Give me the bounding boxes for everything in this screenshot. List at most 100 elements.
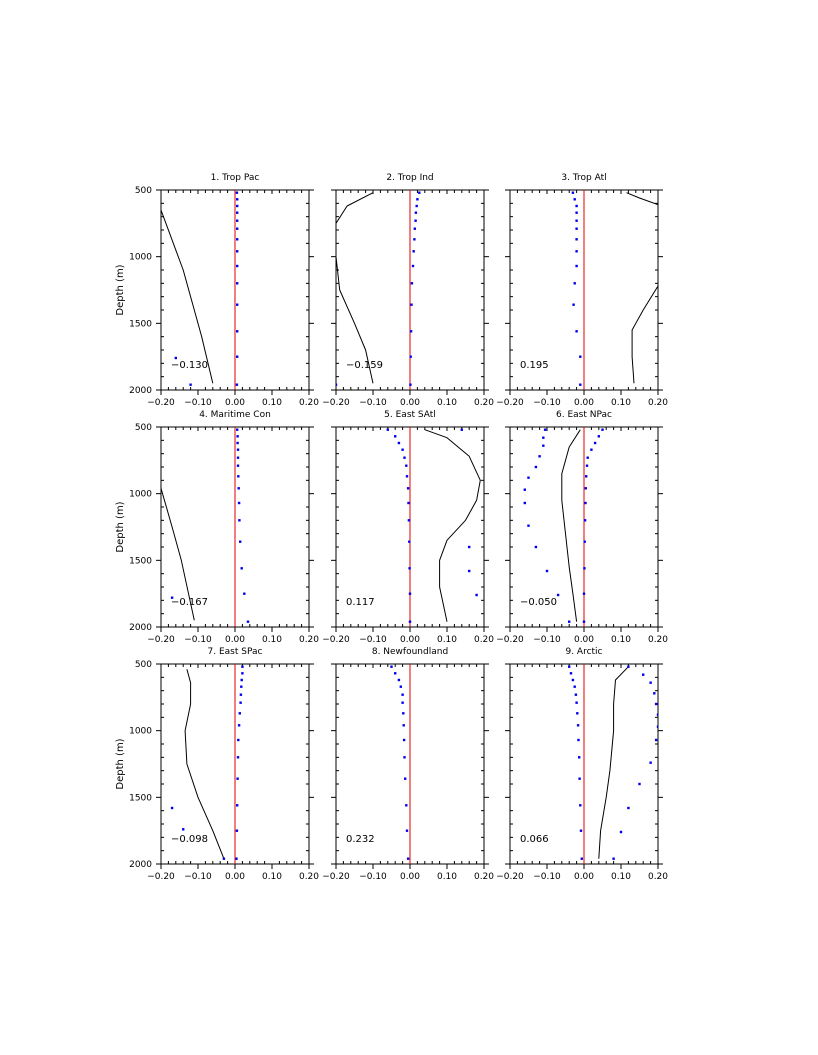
plot-area	[170, 664, 244, 864]
data-point	[237, 724, 241, 727]
data-point	[578, 756, 581, 759]
panel-4: 4. Maritime Con −0.20 −0.10 0.00 0.10 0.20 500…	[115, 410, 319, 645]
data-point	[246, 620, 250, 623]
panel-1: 1. Trop Pac −0.20 −0.10 0.00 0.10 0.20 500 1000…	[115, 173, 319, 408]
data-point	[170, 596, 174, 599]
data-point	[585, 475, 588, 478]
data-point	[571, 191, 575, 194]
data-point	[571, 678, 575, 682]
plot-area	[523, 427, 604, 627]
data-point	[414, 211, 418, 214]
data-point	[240, 567, 243, 570]
plot-area	[161, 427, 250, 627]
panel-2: 2. Trop Ind −0.20 −0.10 0.00 0.10 0.20 −0.159	[322, 173, 494, 408]
profile-line	[161, 209, 214, 384]
data-point	[243, 592, 246, 595]
profile-line	[598, 666, 629, 859]
data-point	[237, 501, 241, 505]
data-point	[577, 738, 580, 742]
y-tick-label: 500	[135, 660, 152, 670]
data-point	[236, 804, 239, 807]
panel-title: 1. Trop Pac	[211, 173, 260, 183]
data-point	[405, 829, 409, 832]
x-tick-label: −0.10	[533, 872, 561, 882]
x-tick-label: 0.00	[225, 635, 245, 645]
data-point	[236, 435, 239, 438]
x-tick-label: −0.20	[322, 398, 350, 408]
data-point	[575, 250, 578, 253]
data-point	[575, 227, 578, 230]
data-point	[240, 678, 243, 682]
data-point	[575, 219, 578, 222]
data-point	[580, 857, 583, 860]
panel-title: 2. Trop Ind	[386, 173, 433, 183]
panel-8: 8. Newfoundland −0.20 −0.10 0.00 0.10 0.20 0.2…	[322, 647, 494, 882]
x-tick-label: −0.20	[322, 872, 350, 882]
x-tick-label: 0.00	[225, 398, 245, 408]
x-tick-label: −0.10	[184, 872, 212, 882]
panel-title: 9. Arctic	[565, 647, 602, 657]
panel-title: 6. East NPac	[556, 410, 612, 420]
x-tick-label: 0.20	[474, 872, 494, 882]
correlation-label: 0.232	[346, 834, 375, 845]
data-point	[542, 444, 545, 447]
data-point	[236, 282, 239, 285]
data-point	[236, 264, 239, 268]
data-point	[527, 476, 530, 479]
data-point	[579, 355, 582, 358]
correlation-label: 0.117	[346, 597, 375, 608]
y-tick-label: 2000	[129, 623, 152, 633]
panel-9: 9. Arctic −0.20 −0.10 0.00 0.10 0.20 0.066	[496, 647, 668, 882]
data-point	[241, 672, 244, 675]
x-tick-label: 0.00	[225, 872, 245, 882]
data-point	[575, 211, 578, 214]
x-tick-label: 0.10	[262, 635, 282, 645]
data-point	[236, 250, 239, 253]
data-point	[460, 428, 463, 431]
data-point	[416, 198, 419, 201]
data-point	[556, 593, 560, 597]
x-tick-label: 0.10	[611, 635, 631, 645]
y-tick-label: 1000	[129, 727, 152, 737]
data-point	[642, 673, 645, 676]
correlation-label: −0.050	[520, 597, 557, 608]
x-tick-label: 0.00	[574, 872, 594, 882]
y-tick-label: 1500	[129, 556, 152, 566]
x-tick-label: −0.20	[496, 635, 524, 645]
x-tick-label: 0.00	[400, 635, 420, 645]
data-point	[241, 665, 244, 668]
data-point	[569, 672, 573, 675]
data-point	[601, 428, 604, 431]
panel-7: 7. East SPac −0.20 −0.10 0.00 0.10 0.20 500 100…	[115, 647, 319, 882]
data-point	[236, 756, 240, 759]
y-tick-label: 1500	[129, 793, 152, 803]
data-point	[411, 264, 415, 268]
data-point	[237, 475, 240, 478]
profile-line	[561, 429, 581, 622]
data-point	[170, 806, 174, 810]
x-tick-label: −0.10	[533, 635, 561, 645]
data-point	[236, 219, 239, 222]
data-point	[403, 756, 406, 759]
correlation-label: 0.066	[520, 834, 549, 845]
plot-area	[390, 664, 411, 864]
data-point	[409, 383, 412, 386]
data-point	[542, 436, 545, 439]
x-tick-label: 0.10	[437, 398, 457, 408]
data-point	[575, 238, 578, 241]
data-point	[407, 519, 411, 522]
data-point	[239, 701, 242, 704]
data-point	[573, 685, 576, 688]
y-tick-label: 1000	[129, 253, 152, 263]
data-point	[390, 665, 393, 668]
y-axis-label: Depth (m)	[115, 738, 126, 789]
data-point	[236, 211, 239, 214]
correlation-label: −0.167	[171, 597, 208, 608]
data-point	[236, 464, 240, 467]
data-point	[410, 303, 413, 306]
panel-title: 8. Newfoundland	[372, 647, 448, 657]
data-point	[527, 524, 530, 527]
data-point	[406, 487, 410, 490]
data-point	[236, 777, 239, 780]
data-point	[576, 724, 580, 727]
